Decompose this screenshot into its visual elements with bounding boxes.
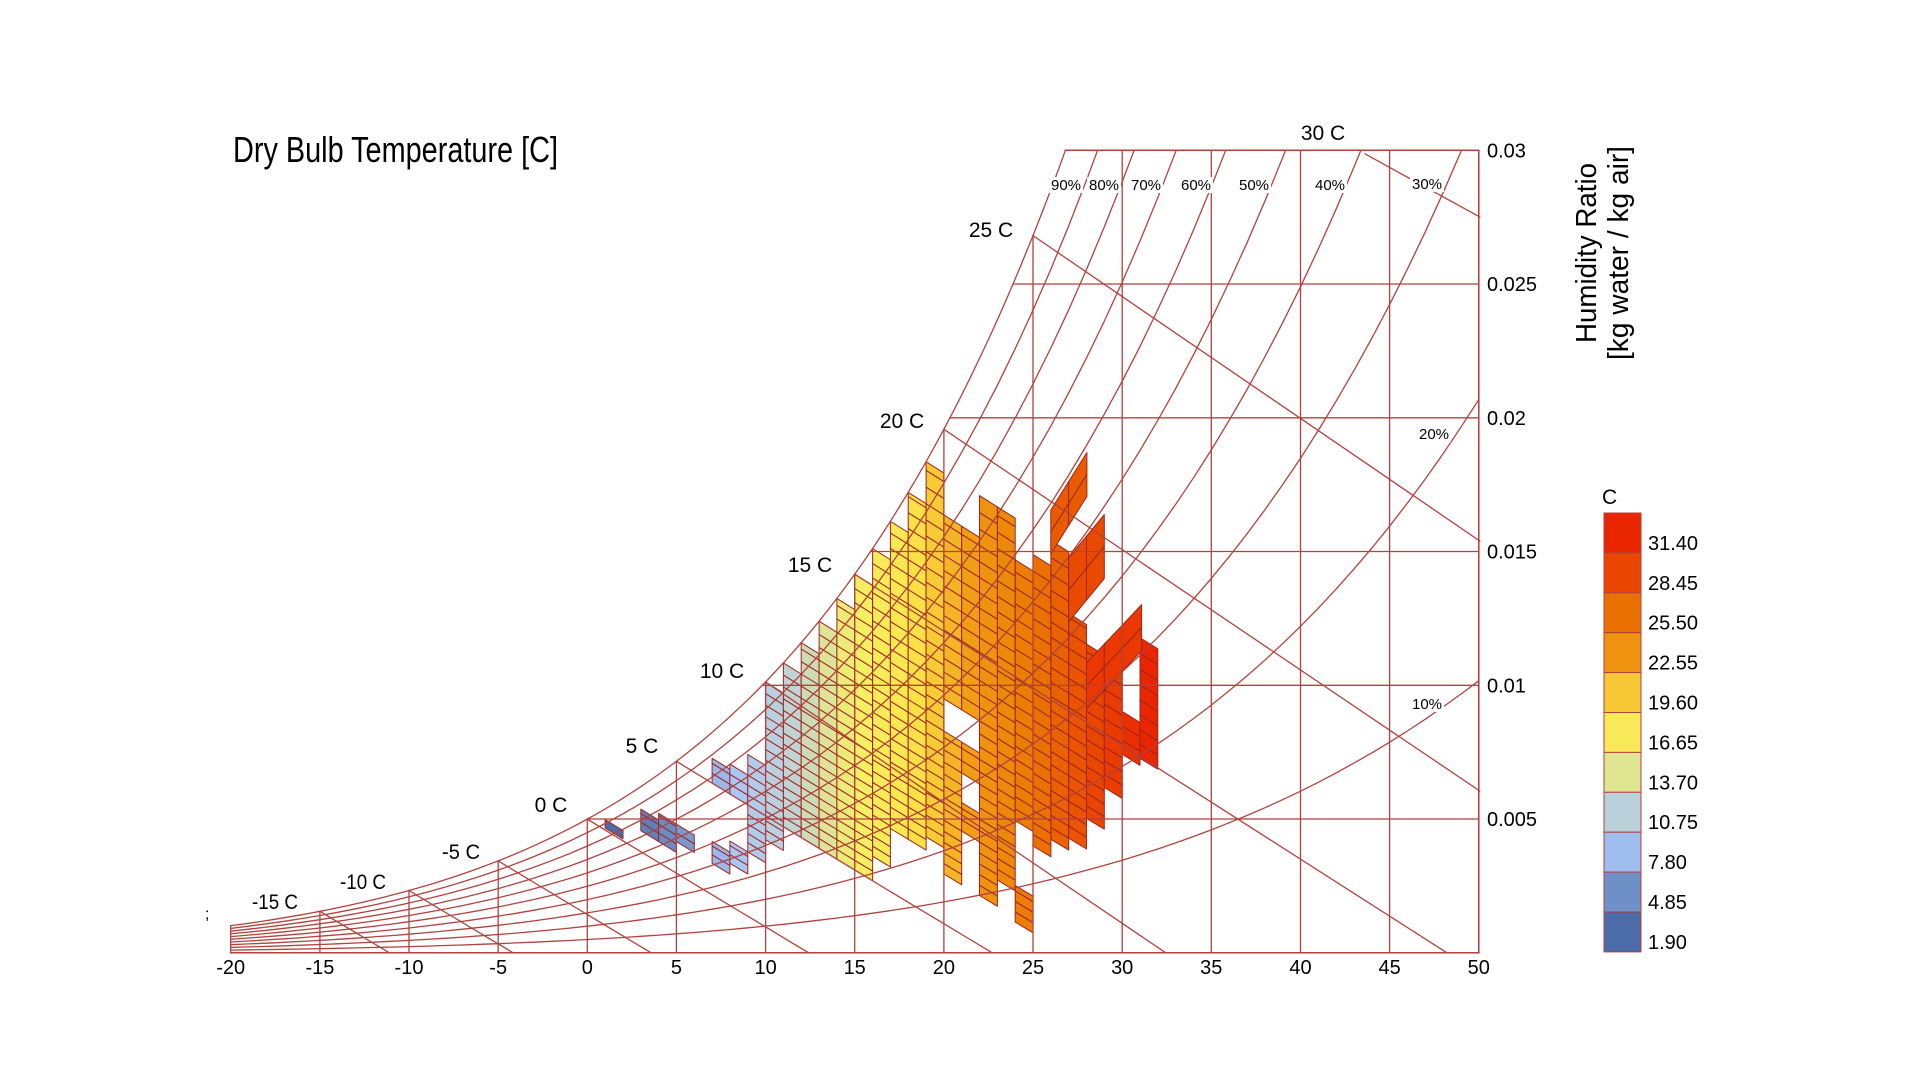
svg-text:10 C: 10 C	[700, 660, 744, 683]
svg-text:-10 C: -10 C	[340, 871, 386, 894]
svg-text:0.005: 0.005	[1487, 809, 1537, 831]
svg-text:28.45: 28.45	[1648, 573, 1698, 595]
svg-text:16.65: 16.65	[1648, 732, 1698, 754]
svg-text:70%: 70%	[1131, 177, 1161, 194]
svg-text:50%: 50%	[1239, 177, 1269, 194]
svg-text:45: 45	[1378, 957, 1400, 979]
svg-text:20%: 20%	[1419, 426, 1449, 443]
svg-text:7.80: 7.80	[1648, 852, 1687, 874]
svg-text:31.40: 31.40	[1648, 533, 1698, 555]
svg-text:Humidity Ratio: Humidity Ratio	[1571, 163, 1603, 343]
svg-text:90%: 90%	[1051, 177, 1081, 194]
svg-text:20: 20	[933, 957, 955, 979]
svg-text:;: ;	[205, 906, 209, 923]
svg-text:-5 C: -5 C	[442, 841, 480, 864]
svg-text:Dry Bulb Temperature [C]: Dry Bulb Temperature [C]	[233, 129, 558, 170]
svg-text:0.03: 0.03	[1487, 140, 1526, 162]
svg-text:60%: 60%	[1181, 177, 1211, 194]
svg-text:0.01: 0.01	[1487, 675, 1526, 697]
svg-text:0.015: 0.015	[1487, 542, 1537, 564]
svg-text:-20: -20	[216, 957, 245, 979]
svg-text:0 C: 0 C	[535, 794, 568, 817]
svg-text:-15: -15	[305, 957, 334, 979]
svg-text:15 C: 15 C	[788, 554, 832, 577]
svg-text:0: 0	[582, 957, 593, 979]
svg-text:22.55: 22.55	[1648, 653, 1698, 675]
svg-text:13.70: 13.70	[1648, 772, 1698, 794]
svg-text:50: 50	[1468, 957, 1490, 979]
svg-text:1.90: 1.90	[1648, 932, 1687, 954]
svg-text:[kg water / kg air]: [kg water / kg air]	[1603, 146, 1635, 360]
svg-text:30 C: 30 C	[1301, 122, 1345, 145]
svg-text:-15 C: -15 C	[252, 891, 298, 914]
svg-text:30: 30	[1111, 957, 1133, 979]
svg-text:15: 15	[844, 957, 866, 979]
svg-text:20 C: 20 C	[880, 410, 924, 433]
svg-text:25: 25	[1022, 957, 1044, 979]
svg-text:19.60: 19.60	[1648, 693, 1698, 715]
svg-text:30%: 30%	[1412, 176, 1442, 193]
svg-text:4.85: 4.85	[1648, 892, 1687, 914]
svg-text:0.025: 0.025	[1487, 274, 1537, 296]
svg-text:25.50: 25.50	[1648, 613, 1698, 635]
svg-text:35: 35	[1200, 957, 1222, 979]
svg-text:10: 10	[754, 957, 776, 979]
svg-text:-10: -10	[395, 957, 424, 979]
svg-text:0.02: 0.02	[1487, 408, 1526, 430]
svg-text:80%: 80%	[1089, 177, 1119, 194]
svg-text:5: 5	[671, 957, 682, 979]
svg-text:10%: 10%	[1412, 696, 1442, 713]
svg-text:40%: 40%	[1315, 177, 1345, 194]
svg-text:25 C: 25 C	[969, 219, 1013, 242]
svg-text:C: C	[1602, 486, 1617, 509]
svg-text:40: 40	[1289, 957, 1311, 979]
svg-text:10.75: 10.75	[1648, 812, 1698, 834]
svg-text:5 C: 5 C	[626, 735, 659, 758]
svg-text:-5: -5	[489, 957, 507, 979]
